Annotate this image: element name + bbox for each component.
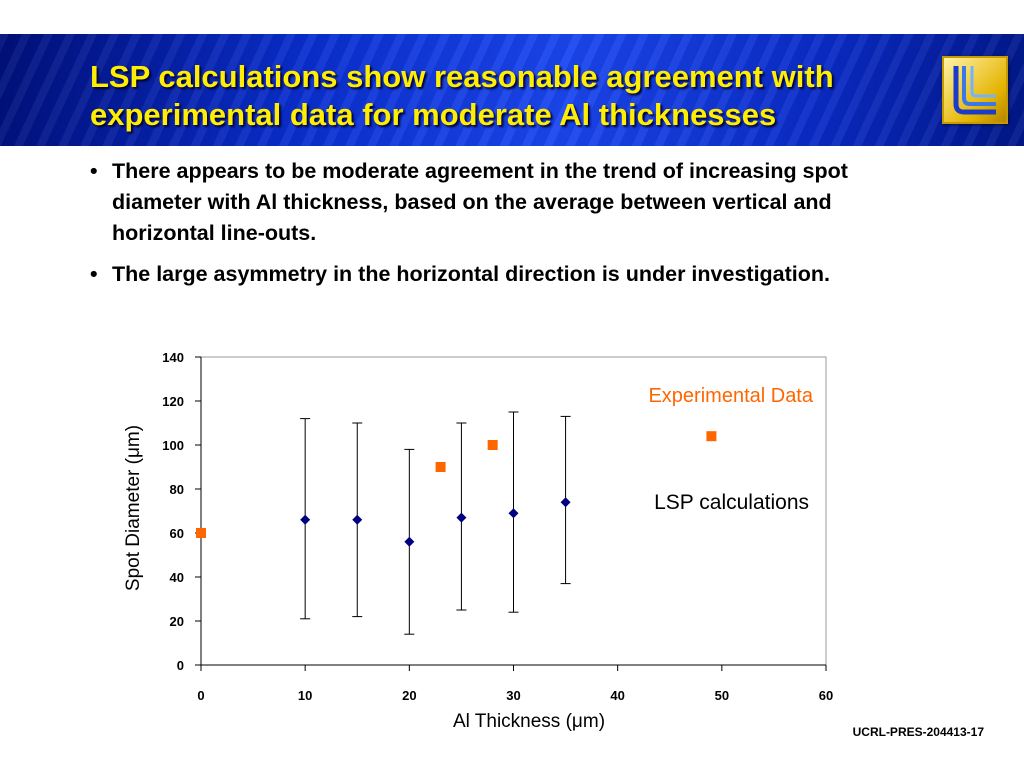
x-tick-label: 0: [197, 688, 204, 703]
logo-mark-icon: [953, 66, 996, 115]
x-tick-label: 60: [819, 688, 833, 703]
llnl-logo: [942, 56, 1008, 124]
lsp-point: [404, 536, 415, 547]
experimental-point: [487, 440, 498, 450]
lsp-point: [508, 508, 519, 519]
y-tick-label: 100: [162, 438, 184, 453]
experimental-series-label: Experimental Data: [648, 385, 813, 407]
bullet-item: • The large asymmetry in the horizontal …: [88, 259, 928, 290]
document-id: UCRL-PRES-204413-17: [852, 725, 984, 739]
title-banner: LSP calculations show reasonable agreeme…: [0, 34, 1024, 146]
bullet-item: • There appears to be moderate agreement…: [88, 156, 928, 249]
x-tick-label: 50: [715, 688, 729, 703]
y-tick-label: 40: [170, 570, 184, 585]
x-tick-label: 40: [610, 688, 624, 703]
y-tick-label: 140: [162, 350, 184, 365]
lsp-point: [560, 497, 571, 508]
y-tick-label: 20: [170, 614, 184, 629]
lsp-series-label: LSP calculations: [654, 491, 809, 514]
lsp-point: [300, 514, 311, 525]
experimental-point: [435, 462, 446, 472]
y-tick-label: 60: [170, 526, 184, 541]
bullet-text: The large asymmetry in the horizontal di…: [112, 262, 831, 286]
y-tick-label: 120: [162, 394, 184, 409]
y-tick-label: 0: [177, 658, 184, 673]
bullet-marker: •: [90, 159, 98, 183]
experimental-point: [706, 431, 717, 442]
x-tick-label: 10: [298, 688, 312, 703]
lsp-point: [456, 512, 467, 523]
slide-title: LSP calculations show reasonable agreeme…: [90, 59, 834, 132]
x-tick-label: 20: [402, 688, 416, 703]
experimental-point: [196, 528, 206, 538]
y-axis-label: Spot Diameter (μm): [123, 425, 144, 591]
bullet-list: • There appears to be moderate agreement…: [88, 156, 928, 300]
bullet-text: There appears to be moderate agreement i…: [112, 159, 848, 245]
lsp-point: [352, 514, 363, 525]
x-axis-label: Al Thickness (μm): [453, 711, 605, 732]
y-tick-label: 80: [170, 482, 184, 497]
bullet-marker: •: [90, 262, 98, 286]
x-tick-label: 30: [506, 688, 520, 703]
